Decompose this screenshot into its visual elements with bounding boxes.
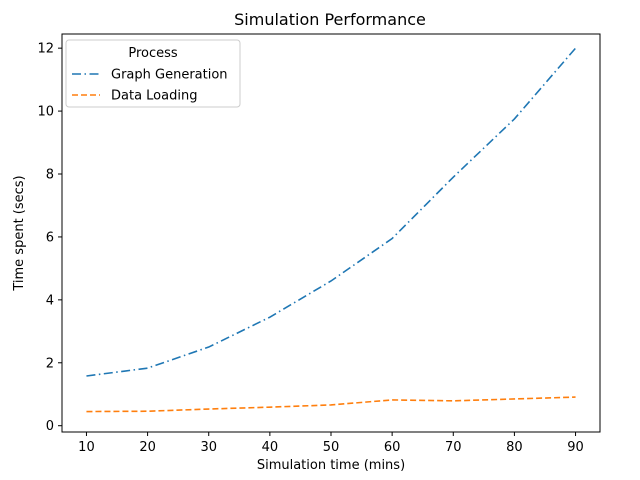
y-axis-label: Time spent (secs) (12, 175, 27, 291)
series-group (86, 47, 577, 413)
x-tick-label: 10 (78, 440, 95, 455)
y-tick-label: 4 (46, 293, 54, 308)
legend-title: Process (128, 46, 178, 61)
legend-box (65, 39, 241, 108)
y-tick-label: 0 (46, 419, 54, 434)
y-tick-label: 10 (37, 105, 54, 120)
x-tick-label: 70 (445, 440, 462, 455)
x-tick-label: 60 (384, 440, 401, 455)
x-tick-label: 20 (139, 440, 156, 455)
x-tick-label: 50 (323, 440, 340, 455)
y-tick-label: 12 (37, 42, 54, 57)
x-tick-label: 90 (567, 440, 584, 455)
legend-entry-label: Data Loading (111, 89, 197, 104)
y-axis: 0 2 4 6 8 10 12 (37, 42, 62, 434)
y-tick-label: 6 (46, 230, 54, 245)
x-axis: 10 20 30 40 50 60 70 80 90 (78, 432, 584, 455)
chart-title: Simulation Performance (234, 10, 426, 29)
y-tick-label: 2 (46, 356, 54, 371)
legend-entries: Graph Generation Data Loading (72, 68, 228, 104)
y-tick-label: 8 (46, 168, 54, 183)
x-tick-label: 30 (200, 440, 217, 455)
x-tick-label: 80 (506, 440, 523, 455)
series-line-2 (86, 396, 576, 413)
x-tick-label: 40 (262, 440, 279, 455)
series-line-1 (86, 47, 577, 377)
x-axis-label: Simulation time (mins) (257, 458, 405, 473)
legend-entry-label: Graph Generation (111, 68, 228, 83)
legend: Process Graph Generation Data Loading (65, 39, 241, 108)
